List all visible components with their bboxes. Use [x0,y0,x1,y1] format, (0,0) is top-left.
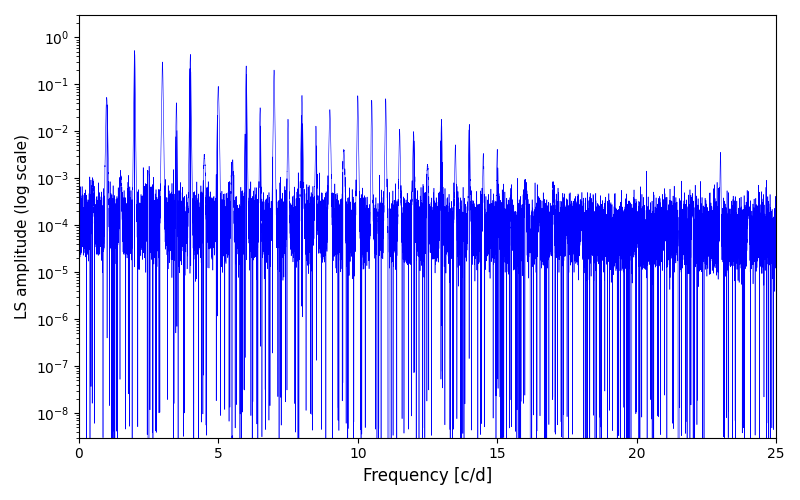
Y-axis label: LS amplitude (log scale): LS amplitude (log scale) [15,134,30,319]
X-axis label: Frequency [c/d]: Frequency [c/d] [363,467,492,485]
